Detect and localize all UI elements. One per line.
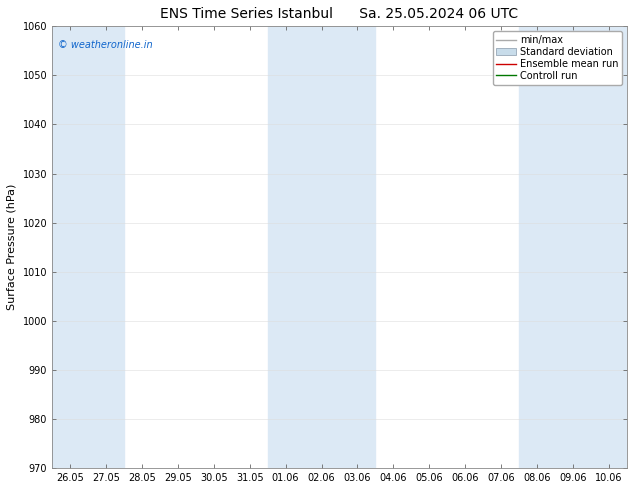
Title: ENS Time Series Istanbul      Sa. 25.05.2024 06 UTC: ENS Time Series Istanbul Sa. 25.05.2024 … — [160, 7, 519, 21]
Bar — [519, 26, 555, 468]
Text: © weatheronline.in: © weatheronline.in — [58, 40, 152, 49]
Y-axis label: Surface Pressure (hPa): Surface Pressure (hPa) — [7, 184, 17, 311]
Bar — [52, 26, 88, 468]
Bar — [340, 26, 375, 468]
Bar — [88, 26, 124, 468]
Bar — [555, 26, 591, 468]
Legend: min/max, Standard deviation, Ensemble mean run, Controll run: min/max, Standard deviation, Ensemble me… — [493, 31, 622, 85]
Bar — [591, 26, 627, 468]
Bar — [304, 26, 340, 468]
Bar — [268, 26, 304, 468]
